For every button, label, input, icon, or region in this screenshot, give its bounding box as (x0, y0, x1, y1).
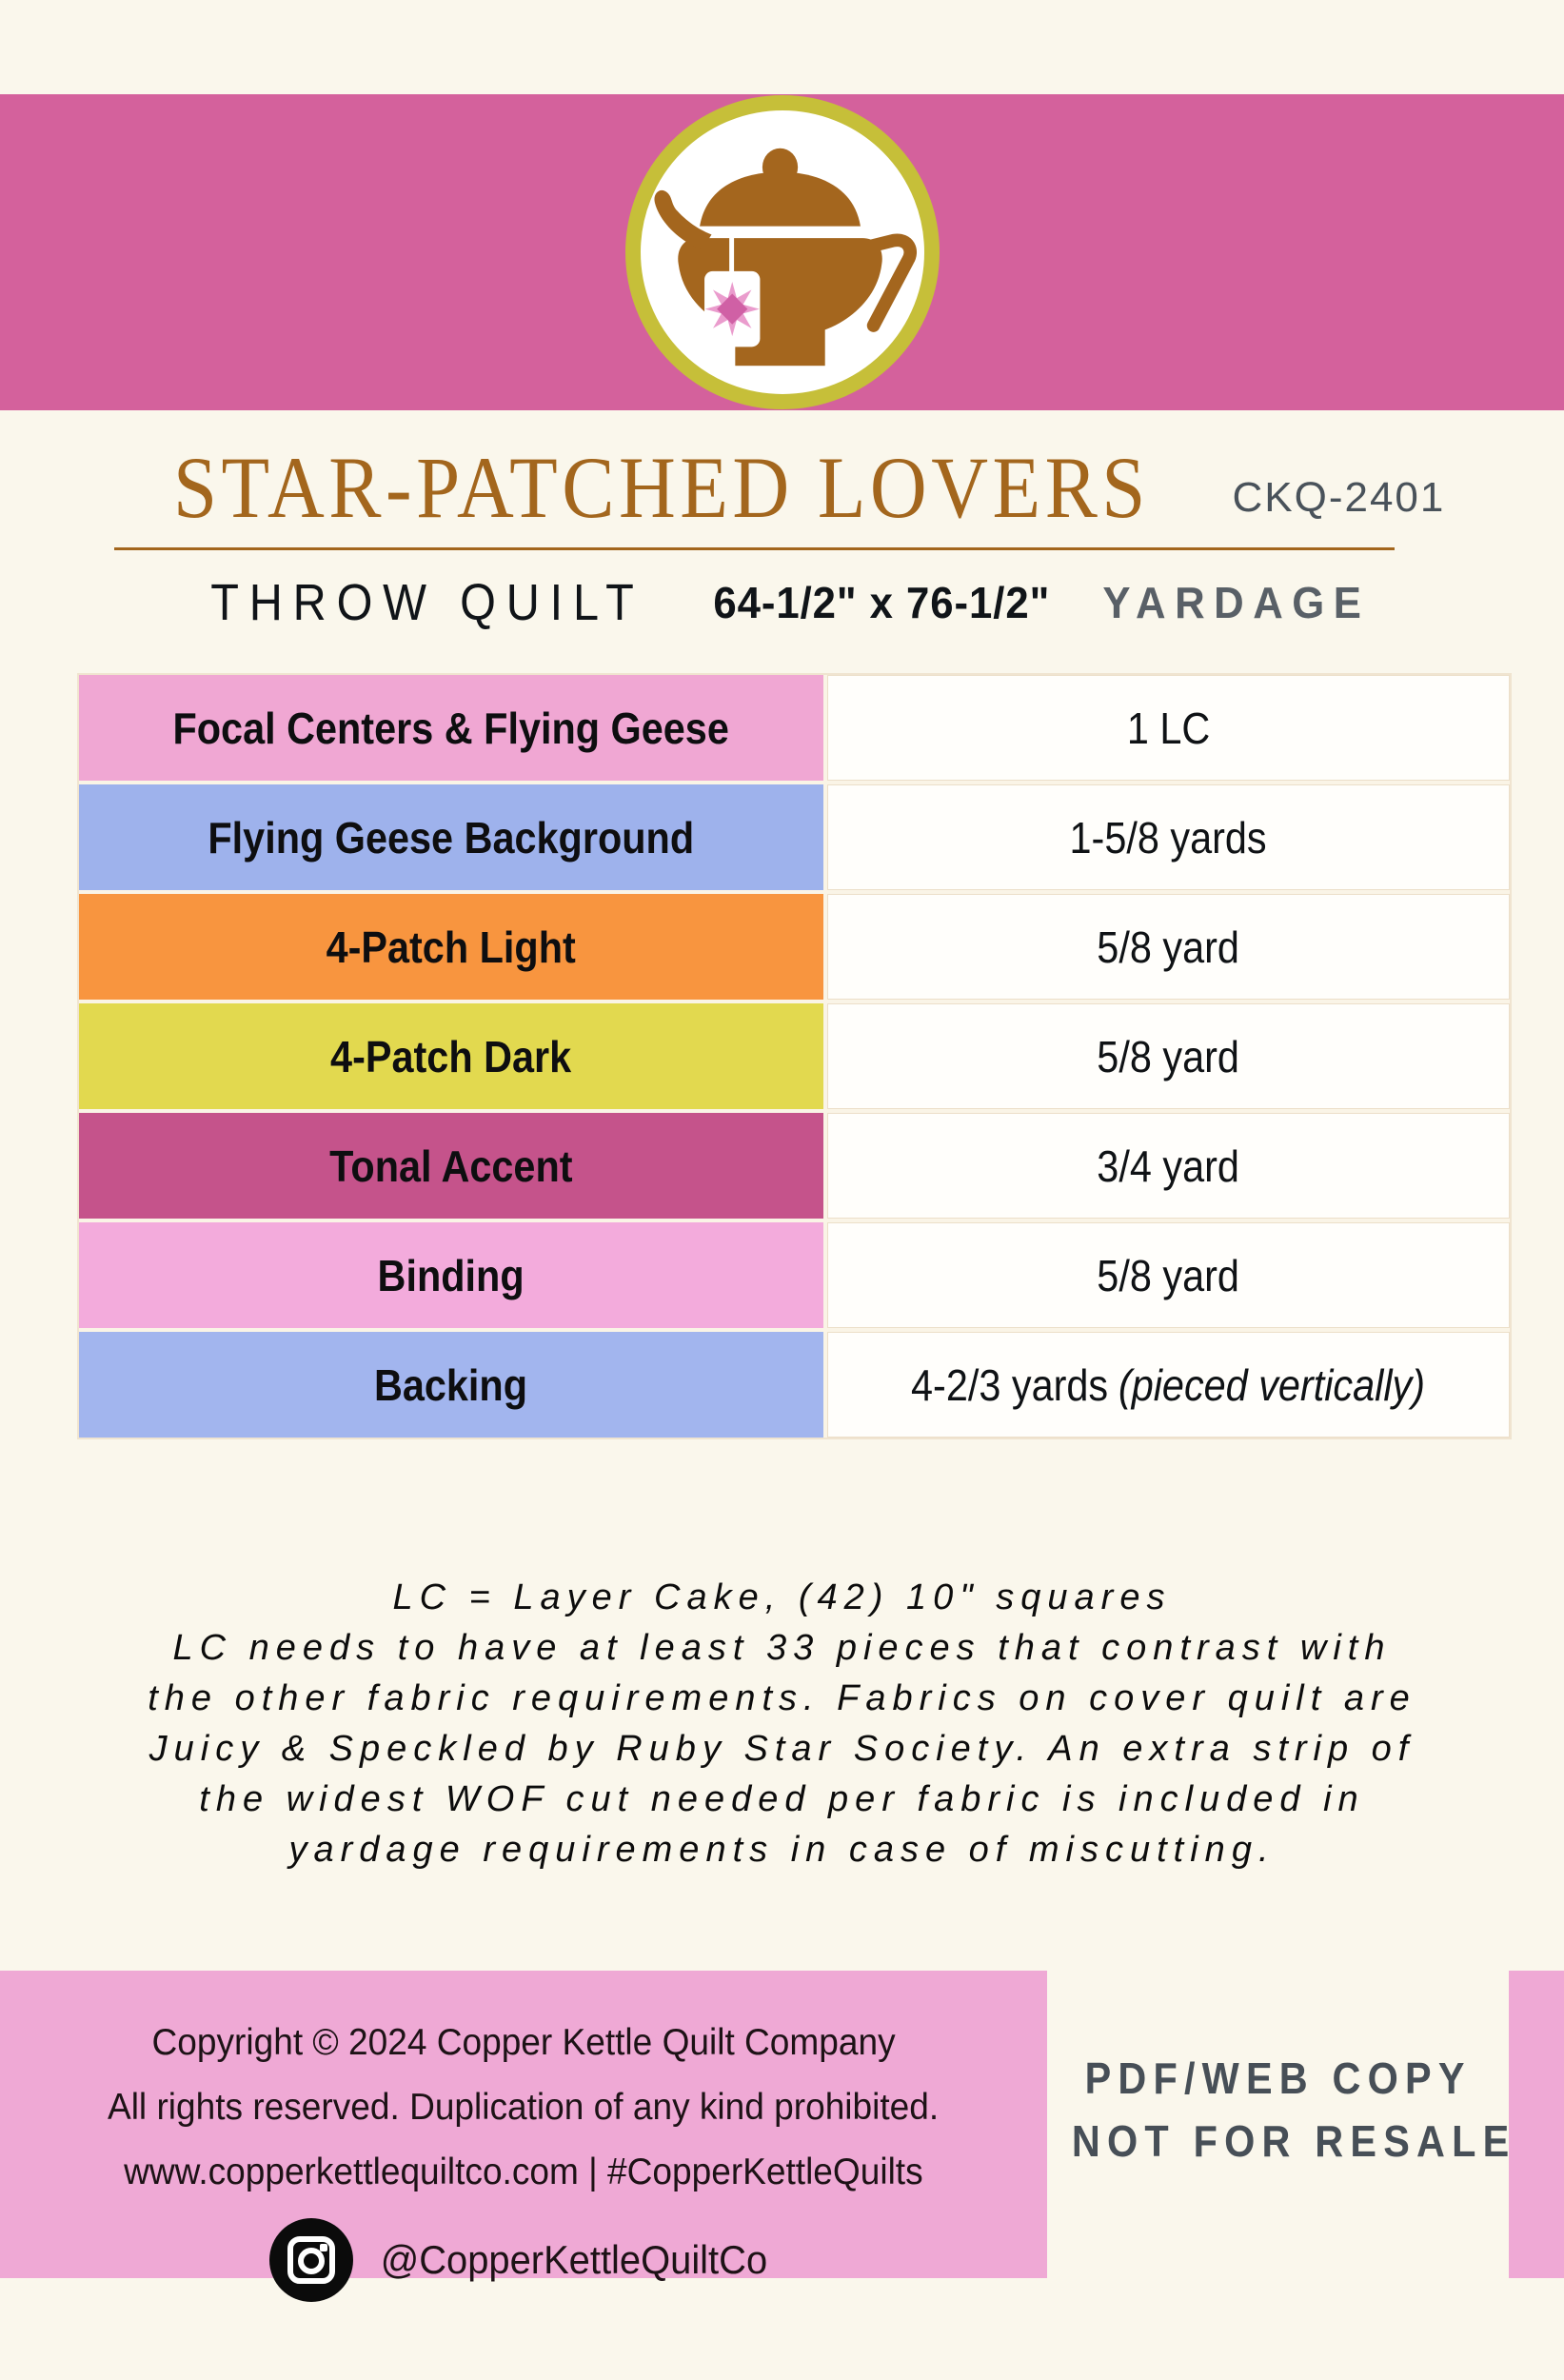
table-row: Tonal Accent 3/4 yard (79, 1113, 1510, 1219)
fabric-label: Focal Centers & Flying Geese (172, 703, 729, 753)
teapot-icon (653, 148, 917, 367)
resale-notice-line2: NOT FOR RESALE (1071, 2116, 1516, 2166)
fabric-label-cell: Tonal Accent (79, 1113, 823, 1219)
yardage-value-cell: 5/8 yard (826, 1003, 1510, 1109)
yardage-value: 4-2/3 yards (pieced vertically) (911, 1359, 1425, 1411)
yardage-value: 3/4 yard (1097, 1140, 1240, 1191)
yardage-value: 1 LC (1126, 703, 1211, 753)
table-row: Focal Centers & Flying Geese 1 LC (79, 675, 1510, 781)
pattern-number: CKQ-2401 (1232, 474, 1446, 521)
fabric-label-cell: 4-Patch Dark (79, 1003, 823, 1109)
fabric-label: Tonal Accent (329, 1140, 573, 1191)
subtitle-row: THROW QUILT 64-1/2" x 76-1/2" YARDAGE (0, 573, 1564, 632)
title-row: STAR-PATCHED LOVERS CKQ-2401 (0, 444, 1564, 531)
note-line: Juicy & Speckled by Ruby Star Society. A… (148, 1729, 1416, 1769)
fabric-label-cell: Backing (79, 1332, 823, 1438)
fabric-label: Binding (377, 1250, 525, 1300)
yardage-heading: YARDAGE (1102, 578, 1371, 627)
layer-cake-notes: LC = Layer Cake, (42) 10" squares LC nee… (57, 1573, 1507, 1875)
table-row: 4-Patch Dark 5/8 yard (79, 1003, 1510, 1109)
yardage-value: 5/8 yard (1097, 922, 1240, 972)
page-title: STAR-PATCHED LOVERS (172, 439, 1150, 536)
title-divider (114, 547, 1395, 550)
yardage-value-cell: 1-5/8 yards (826, 784, 1510, 890)
fabric-label: 4-Patch Light (326, 922, 576, 972)
footer-box: Copyright © 2024 Copper Kettle Quilt Com… (0, 1971, 1047, 2302)
note-line: LC needs to have at least 33 pieces that… (172, 1628, 1392, 1668)
instagram-row: @CopperKettleQuiltCo (0, 2218, 1047, 2302)
fabric-label: 4-Patch Dark (330, 1031, 572, 1081)
header-banner (0, 94, 1564, 410)
yardage-value: 5/8 yard (1097, 1250, 1240, 1300)
website-hashtag-line: www.copperkettlequiltco.com | #CopperKet… (124, 2152, 923, 2192)
fabric-label: Backing (374, 1359, 528, 1410)
footer-accent-strip (1509, 1971, 1564, 2278)
quilt-type: THROW QUILT (210, 574, 644, 631)
yardage-value: 1-5/8 yards (1069, 812, 1267, 863)
yardage-value-cell: 1 LC (826, 675, 1510, 781)
fabric-label-cell: Focal Centers & Flying Geese (79, 675, 823, 781)
resale-notice-line1: PDF/WEB COPY (1084, 2053, 1472, 2103)
yardage-table: Focal Centers & Flying Geese 1 LC Flying… (77, 673, 1512, 1439)
quilt-dimensions: 64-1/2" x 76-1/2" (713, 578, 1051, 627)
copyright-line: Copyright © 2024 Copper Kettle Quilt Com… (151, 2022, 896, 2063)
table-row: 4-Patch Light 5/8 yard (79, 894, 1510, 1000)
note-line: LC = Layer Cake, (42) 10" squares (392, 1577, 1172, 1617)
fabric-label-cell: Binding (79, 1222, 823, 1328)
resale-notice: PDF/WEB COPY NOT FOR RESALE (1047, 2047, 1509, 2172)
fabric-label-cell: Flying Geese Background (79, 784, 823, 890)
yardage-value-cell: 3/4 yard (826, 1113, 1510, 1219)
rights-line: All rights reserved. Duplication of any … (108, 2087, 940, 2128)
yardage-value: 5/8 yard (1097, 1031, 1240, 1081)
note-line: the other fabric requirements. Fabrics o… (148, 1678, 1416, 1718)
yardage-value-text: 4-2/3 yards (911, 1359, 1109, 1410)
table-row: Backing 4-2/3 yards (pieced vertically) (79, 1332, 1510, 1438)
copper-kettle-logo (624, 95, 940, 409)
note-line: the widest WOF cut needed per fabric is … (199, 1779, 1365, 1819)
yardage-value-cell: 4-2/3 yards (pieced vertically) (826, 1332, 1510, 1438)
fabric-label: Flying Geese Background (208, 812, 695, 863)
note-line: yardage requirements in case of miscutti… (288, 1830, 1276, 1870)
table-row: Binding 5/8 yard (79, 1222, 1510, 1328)
fabric-label-cell: 4-Patch Light (79, 894, 823, 1000)
yardage-value-cell: 5/8 yard (826, 1222, 1510, 1328)
instagram-icon (269, 2218, 354, 2302)
table-row: Flying Geese Background 1-5/8 yards (79, 784, 1510, 890)
instagram-handle: @CopperKettleQuiltCo (380, 2237, 768, 2282)
yardage-value-note: (pieced vertically) (1119, 1359, 1426, 1410)
yardage-value-cell: 5/8 yard (826, 894, 1510, 1000)
